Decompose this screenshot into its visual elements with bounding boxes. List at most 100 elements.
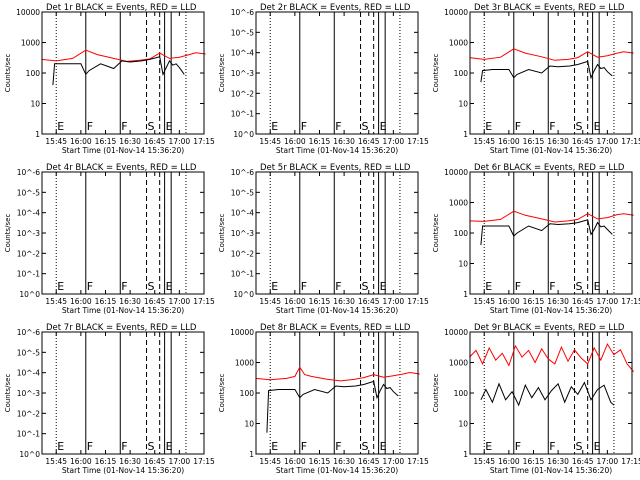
y-tick-label: 10^-6 xyxy=(231,168,255,177)
plot-frame xyxy=(41,11,205,135)
y-tick-label: 10000 xyxy=(444,8,468,17)
y-tick-label: 10^-3 xyxy=(17,389,41,398)
plot-frame xyxy=(469,331,633,455)
x-axis-label: Start Time (01-Nov-14 15:36:20) xyxy=(276,466,398,475)
y-tick-label: 1 xyxy=(463,130,468,139)
event-marker-letter: F xyxy=(301,120,307,133)
plot-frame xyxy=(255,171,419,295)
chart-title: Det 2r BLACK = Events, RED = LLD xyxy=(260,3,411,13)
x-tick-label: 16:15 xyxy=(95,297,117,306)
y-tick-label: 1 xyxy=(249,450,254,459)
x-tick-label: 17:15 xyxy=(193,457,215,466)
y-tick-label: 1000 xyxy=(449,39,468,48)
x-tick-label: 16:15 xyxy=(523,297,545,306)
x-tick-label: 16:00 xyxy=(284,297,306,306)
event-marker-letter: E xyxy=(166,440,173,453)
y-tick-label: 1000 xyxy=(449,199,468,208)
event-marker-letter: E xyxy=(57,280,64,293)
chart-title: Det 6r BLACK = Events, RED = LLD xyxy=(474,163,625,173)
x-tick-label: 16:15 xyxy=(309,137,331,146)
x-tick-label: 16:45 xyxy=(358,137,380,146)
y-axis-label: Counts/sec xyxy=(4,54,12,93)
x-tick-label: 16:45 xyxy=(144,457,166,466)
x-tick-label: 16:00 xyxy=(498,297,520,306)
chart-title: Det 8r BLACK = Events, RED = LLD xyxy=(260,323,411,333)
y-tick-label: 10^-6 xyxy=(231,8,255,17)
x-tick-label: 17:00 xyxy=(383,297,405,306)
y-tick-label: 100 xyxy=(454,389,469,398)
x-tick-label: 16:30 xyxy=(547,457,569,466)
event-marker-letter: E xyxy=(594,440,601,453)
x-tick-label: 16:45 xyxy=(144,137,166,146)
x-axis-label: Start Time (01-Nov-14 15:36:20) xyxy=(276,306,398,315)
y-tick-label: 10^-4 xyxy=(231,49,255,58)
x-tick-label: 16:00 xyxy=(498,457,520,466)
y-tick-label: 1 xyxy=(463,450,468,459)
x-tick-label: 17:15 xyxy=(621,297,640,306)
y-tick-label: 100 xyxy=(454,69,469,78)
x-tick-label: 17:00 xyxy=(383,457,405,466)
y-tick-label: 10^-5 xyxy=(231,188,255,197)
y-tick-label: 10 xyxy=(244,420,254,429)
event-marker-letter: E xyxy=(485,120,492,133)
event-marker-letter: S xyxy=(148,280,155,293)
event-marker-letter: F xyxy=(87,440,93,453)
chart-title: Det 1r BLACK = Events, RED = LLD xyxy=(46,3,197,13)
event-marker-letter: S xyxy=(148,120,155,133)
chart-title: Det 4r BLACK = Events, RED = LLD xyxy=(46,163,197,173)
event-marker-letter: S xyxy=(148,440,155,453)
y-tick-label: 10000 xyxy=(16,8,40,17)
y-axis-label: Counts/sec xyxy=(218,374,226,413)
event-marker-letter: S xyxy=(576,440,583,453)
x-tick-label: 17:00 xyxy=(597,457,619,466)
y-tick-label: 10^-3 xyxy=(231,69,255,78)
event-marker-letter: E xyxy=(166,120,173,133)
y-tick-label: 10 xyxy=(458,100,468,109)
x-tick-label: 15:45 xyxy=(45,457,67,466)
y-tick-label: 10 xyxy=(30,100,40,109)
event-marker-letter: F xyxy=(335,280,341,293)
x-tick-label: 16:30 xyxy=(547,137,569,146)
x-tick-label: 16:45 xyxy=(358,297,380,306)
y-tick-label: 100 xyxy=(240,389,255,398)
data-series-line xyxy=(469,48,634,61)
y-tick-label: 10^-5 xyxy=(17,188,41,197)
x-tick-label: 16:00 xyxy=(70,137,92,146)
x-axis-label: Start Time (01-Nov-14 15:36:20) xyxy=(490,466,612,475)
data-series-line xyxy=(469,343,634,373)
y-tick-label: 10^0 xyxy=(19,290,40,299)
x-tick-label: 15:45 xyxy=(259,297,281,306)
event-marker-letter: F xyxy=(515,440,521,453)
event-marker-letter: F xyxy=(335,440,341,453)
x-tick-label: 16:15 xyxy=(523,457,545,466)
y-axis-label: Counts/sec xyxy=(218,214,226,253)
data-series-line xyxy=(41,49,206,62)
event-marker-letter: F xyxy=(87,120,93,133)
y-tick-label: 100 xyxy=(26,69,41,78)
event-marker-letter: F xyxy=(121,280,127,293)
x-axis-label: Start Time (01-Nov-14 15:36:20) xyxy=(62,306,184,315)
event-marker-letter: F xyxy=(335,120,341,133)
plot-frame xyxy=(255,11,419,135)
x-axis-label: Start Time (01-Nov-14 15:36:20) xyxy=(276,146,398,155)
y-axis-label: Counts/sec xyxy=(218,54,226,93)
event-marker-letter: F xyxy=(301,280,307,293)
event-marker-letter: F xyxy=(87,280,93,293)
x-tick-label: 17:00 xyxy=(597,137,619,146)
x-tick-label: 17:00 xyxy=(169,297,191,306)
y-tick-label: 10^-6 xyxy=(17,168,41,177)
y-tick-label: 10^-5 xyxy=(231,28,255,37)
x-tick-label: 16:30 xyxy=(547,297,569,306)
x-tick-label: 16:45 xyxy=(572,137,594,146)
x-axis-label: Start Time (01-Nov-14 15:36:20) xyxy=(62,146,184,155)
x-tick-label: 15:45 xyxy=(45,137,67,146)
x-axis-label: Start Time (01-Nov-14 15:36:20) xyxy=(62,466,184,475)
y-tick-label: 10^-2 xyxy=(17,409,41,418)
x-tick-label: 16:00 xyxy=(284,457,306,466)
x-tick-label: 17:00 xyxy=(169,137,191,146)
x-tick-label: 17:15 xyxy=(407,297,429,306)
event-marker-letter: F xyxy=(515,280,521,293)
